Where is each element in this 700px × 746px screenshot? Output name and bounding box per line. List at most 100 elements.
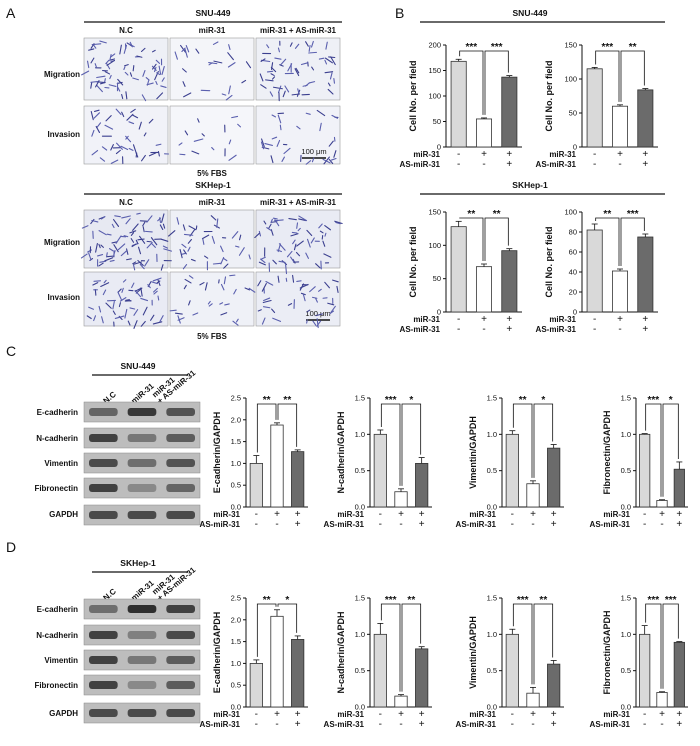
cell-mark	[268, 223, 272, 229]
cell-mark	[163, 248, 173, 252]
treatment-sign: +	[481, 149, 487, 160]
treatment-label-as-mir31: AS-miR-31	[324, 520, 365, 529]
cell-mark	[178, 142, 183, 146]
cell-mark	[125, 135, 132, 143]
cell-mark	[133, 309, 139, 316]
panel-d-label-gapdh: GAPDH	[49, 709, 78, 718]
treatment-label-as-mir31: AS-miR-31	[324, 720, 365, 729]
treatment-label-as-mir31: AS-miR-31	[200, 720, 241, 729]
cell-mark	[99, 40, 107, 44]
cell-mark	[183, 249, 187, 255]
cell-mark	[130, 108, 136, 113]
treatment-sign: +	[506, 314, 512, 325]
skhep1-scale-label: 100 μm	[305, 309, 330, 318]
cell-mark	[297, 227, 301, 232]
cell-mark	[159, 217, 162, 224]
cell-mark	[156, 92, 164, 100]
cell-mark	[123, 66, 126, 71]
cell-mark	[298, 215, 308, 222]
treatment-sign: +	[530, 509, 536, 520]
cell-mark	[121, 111, 125, 118]
treatment-label-mir31: miR-31	[413, 150, 440, 159]
cell-mark	[114, 215, 121, 218]
cell-mark	[118, 302, 122, 308]
treatment-label-mir31: miR-31	[603, 710, 630, 719]
cell-mark	[162, 223, 166, 229]
bar-mir31	[394, 695, 408, 708]
treatment-sign: +	[506, 149, 512, 160]
cell-mark	[280, 58, 287, 66]
cell-mark	[110, 58, 116, 61]
panel-d-band	[127, 681, 157, 689]
treatment-sign: -	[482, 159, 485, 170]
bar-combo	[501, 250, 518, 313]
cell-mark	[142, 69, 146, 77]
cell-mark	[260, 58, 266, 62]
cell-mark	[182, 68, 187, 73]
cell-mark	[333, 150, 337, 158]
cell-mark	[263, 220, 267, 225]
y-axis-label: N-cadherin/GAPDH	[336, 411, 346, 493]
bar-combo	[673, 641, 685, 708]
significance-bracket	[512, 603, 533, 685]
cell-mark	[123, 235, 129, 238]
cell-mark	[224, 303, 230, 306]
cell-mark	[324, 281, 330, 289]
cell-mark	[310, 237, 315, 244]
cell-mark	[137, 238, 145, 241]
cell-mark	[140, 320, 146, 327]
treatment-sign: +	[274, 509, 280, 520]
cell-mark	[302, 294, 306, 302]
cell-mark	[187, 246, 191, 252]
skhep1-invasion-mir31-image	[169, 271, 255, 327]
cell-mark	[270, 155, 274, 164]
y-tick-label: 1.5	[621, 594, 631, 603]
treatment-sign: +	[642, 159, 648, 170]
cell-mark	[110, 159, 119, 164]
cell-mark	[304, 82, 310, 87]
treatment-sign: +	[419, 709, 425, 720]
chart-d4: 0.0 0.5 1.0 1.5 Fibronectin/GAPDH *** *** miR-3…	[590, 594, 688, 730]
y-tick-label: 0.5	[621, 666, 631, 675]
cell-mark	[96, 81, 106, 84]
cell-mark	[328, 140, 334, 147]
cell-mark	[264, 143, 273, 146]
western-blot-bands	[83, 401, 201, 724]
treatment-sign: +	[642, 149, 648, 160]
cell-mark	[212, 262, 222, 265]
panel-d-band	[89, 709, 118, 717]
y-tick-label: 1.0	[231, 459, 241, 468]
cell-mark	[104, 71, 111, 75]
cell-mark	[132, 77, 139, 81]
cell-mark	[140, 297, 149, 302]
cell-mark	[140, 287, 143, 297]
cell-mark	[146, 215, 153, 223]
cell-mark	[315, 313, 324, 317]
y-tick-label: 150	[428, 208, 441, 217]
cell-mark	[81, 70, 90, 76]
y-tick-label: 1.5	[487, 394, 497, 403]
treatment-label-as-mir31: AS-miR-31	[536, 325, 577, 334]
cell-mark	[278, 260, 286, 263]
bar-nc	[249, 663, 263, 708]
treatment-sign: +	[617, 314, 623, 325]
chart-c2: 0.00.51.01.5N-cadherin/GAPDH*** *miR-31AS…	[324, 394, 432, 530]
skhep1-col-mir31: miR-31	[199, 198, 226, 207]
cell-mark	[299, 283, 309, 289]
cell-mark	[208, 303, 213, 307]
cell-mark	[329, 72, 333, 80]
treatment-sign: +	[642, 314, 648, 325]
cell-mark	[266, 227, 272, 231]
bar-mir31	[475, 118, 492, 148]
treatment-label-mir31: miR-31	[337, 710, 364, 719]
significance-label: **	[539, 595, 547, 606]
cell-mark	[161, 77, 165, 82]
y-axis-label: N-cadherin/GAPDH	[336, 611, 346, 693]
cell-mark	[312, 296, 318, 299]
cell-mark	[296, 222, 299, 229]
panel-d-label-fibronectin: Fibronectin	[34, 681, 78, 690]
cell-mark	[296, 125, 301, 130]
significance-label: **	[263, 395, 271, 406]
y-tick-label: 1.0	[355, 430, 365, 439]
chart-c1: 0.0 0.5 1.0 1.5 2.0 2.5 E-cadherin/GAPDH ** ** mi…	[200, 394, 308, 530]
